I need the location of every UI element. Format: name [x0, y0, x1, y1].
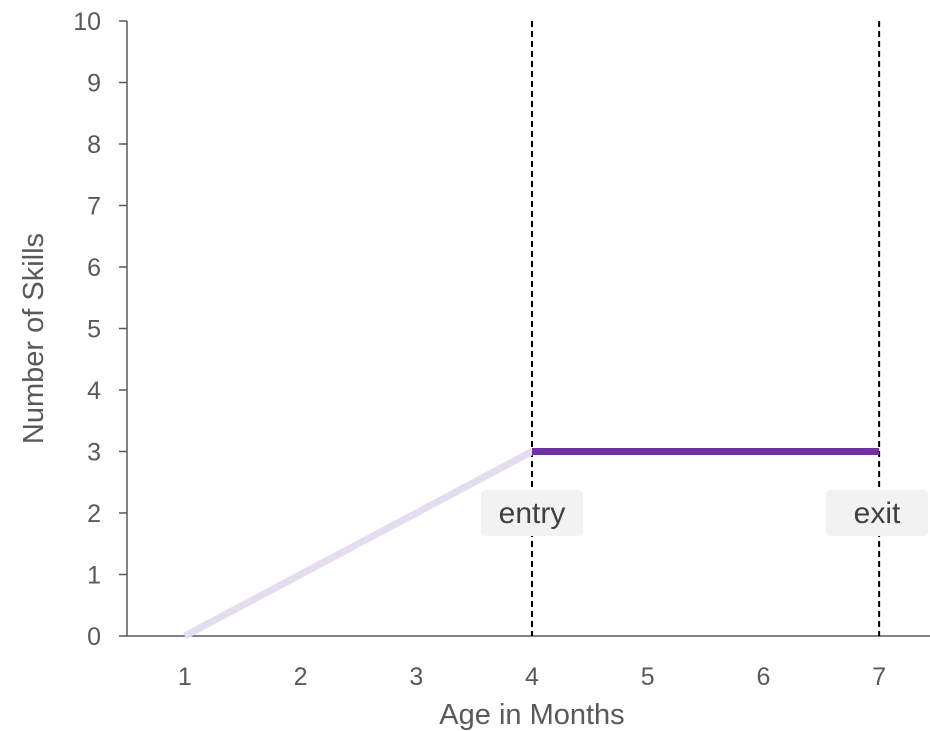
x-tick-label: 6 — [756, 663, 770, 691]
y-tick-label: 3 — [87, 439, 101, 467]
y-tick-label: 4 — [87, 377, 101, 405]
axes: 0 1 2 3 4 5 6 7 8 9 10 1 2 3 4 5 6 7 — [73, 8, 930, 691]
marker-label-exit: exit — [854, 497, 901, 530]
y-tick-label: 2 — [87, 500, 101, 528]
x-tick-label: 5 — [641, 663, 655, 691]
y-tick-label: 5 — [87, 316, 101, 344]
x-axis-title: Age in Months — [439, 699, 624, 731]
series-line-1 — [183, 448, 534, 640]
marker-labels: entry exit — [481, 490, 928, 536]
marker-label-box-exit — [826, 490, 928, 536]
y-axis-title: Number of Skills — [18, 233, 50, 444]
y-tick-label: 1 — [87, 562, 101, 590]
x-tick-label: 7 — [872, 663, 886, 691]
x-tick-label: 3 — [409, 663, 423, 691]
y-tick-label: 8 — [87, 131, 101, 159]
y-tick-label: 9 — [87, 70, 101, 98]
x-tick-label: 2 — [294, 663, 308, 691]
y-tick-label: 7 — [87, 193, 101, 221]
series — [183, 448, 880, 640]
y-tick-label: 10 — [73, 8, 101, 36]
marker-label-box-entry — [481, 490, 583, 536]
y-ticks: 0 1 2 3 4 5 6 7 8 9 10 — [73, 8, 127, 651]
y-tick-label: 6 — [87, 254, 101, 282]
marker-label-entry: entry — [499, 497, 566, 530]
markers — [531, 21, 881, 636]
x-ticks: 1 2 3 4 5 6 7 — [178, 663, 886, 691]
x-tick-label: 4 — [525, 663, 539, 691]
y-tick-label: 0 — [87, 623, 101, 651]
x-tick-label: 1 — [178, 663, 192, 691]
